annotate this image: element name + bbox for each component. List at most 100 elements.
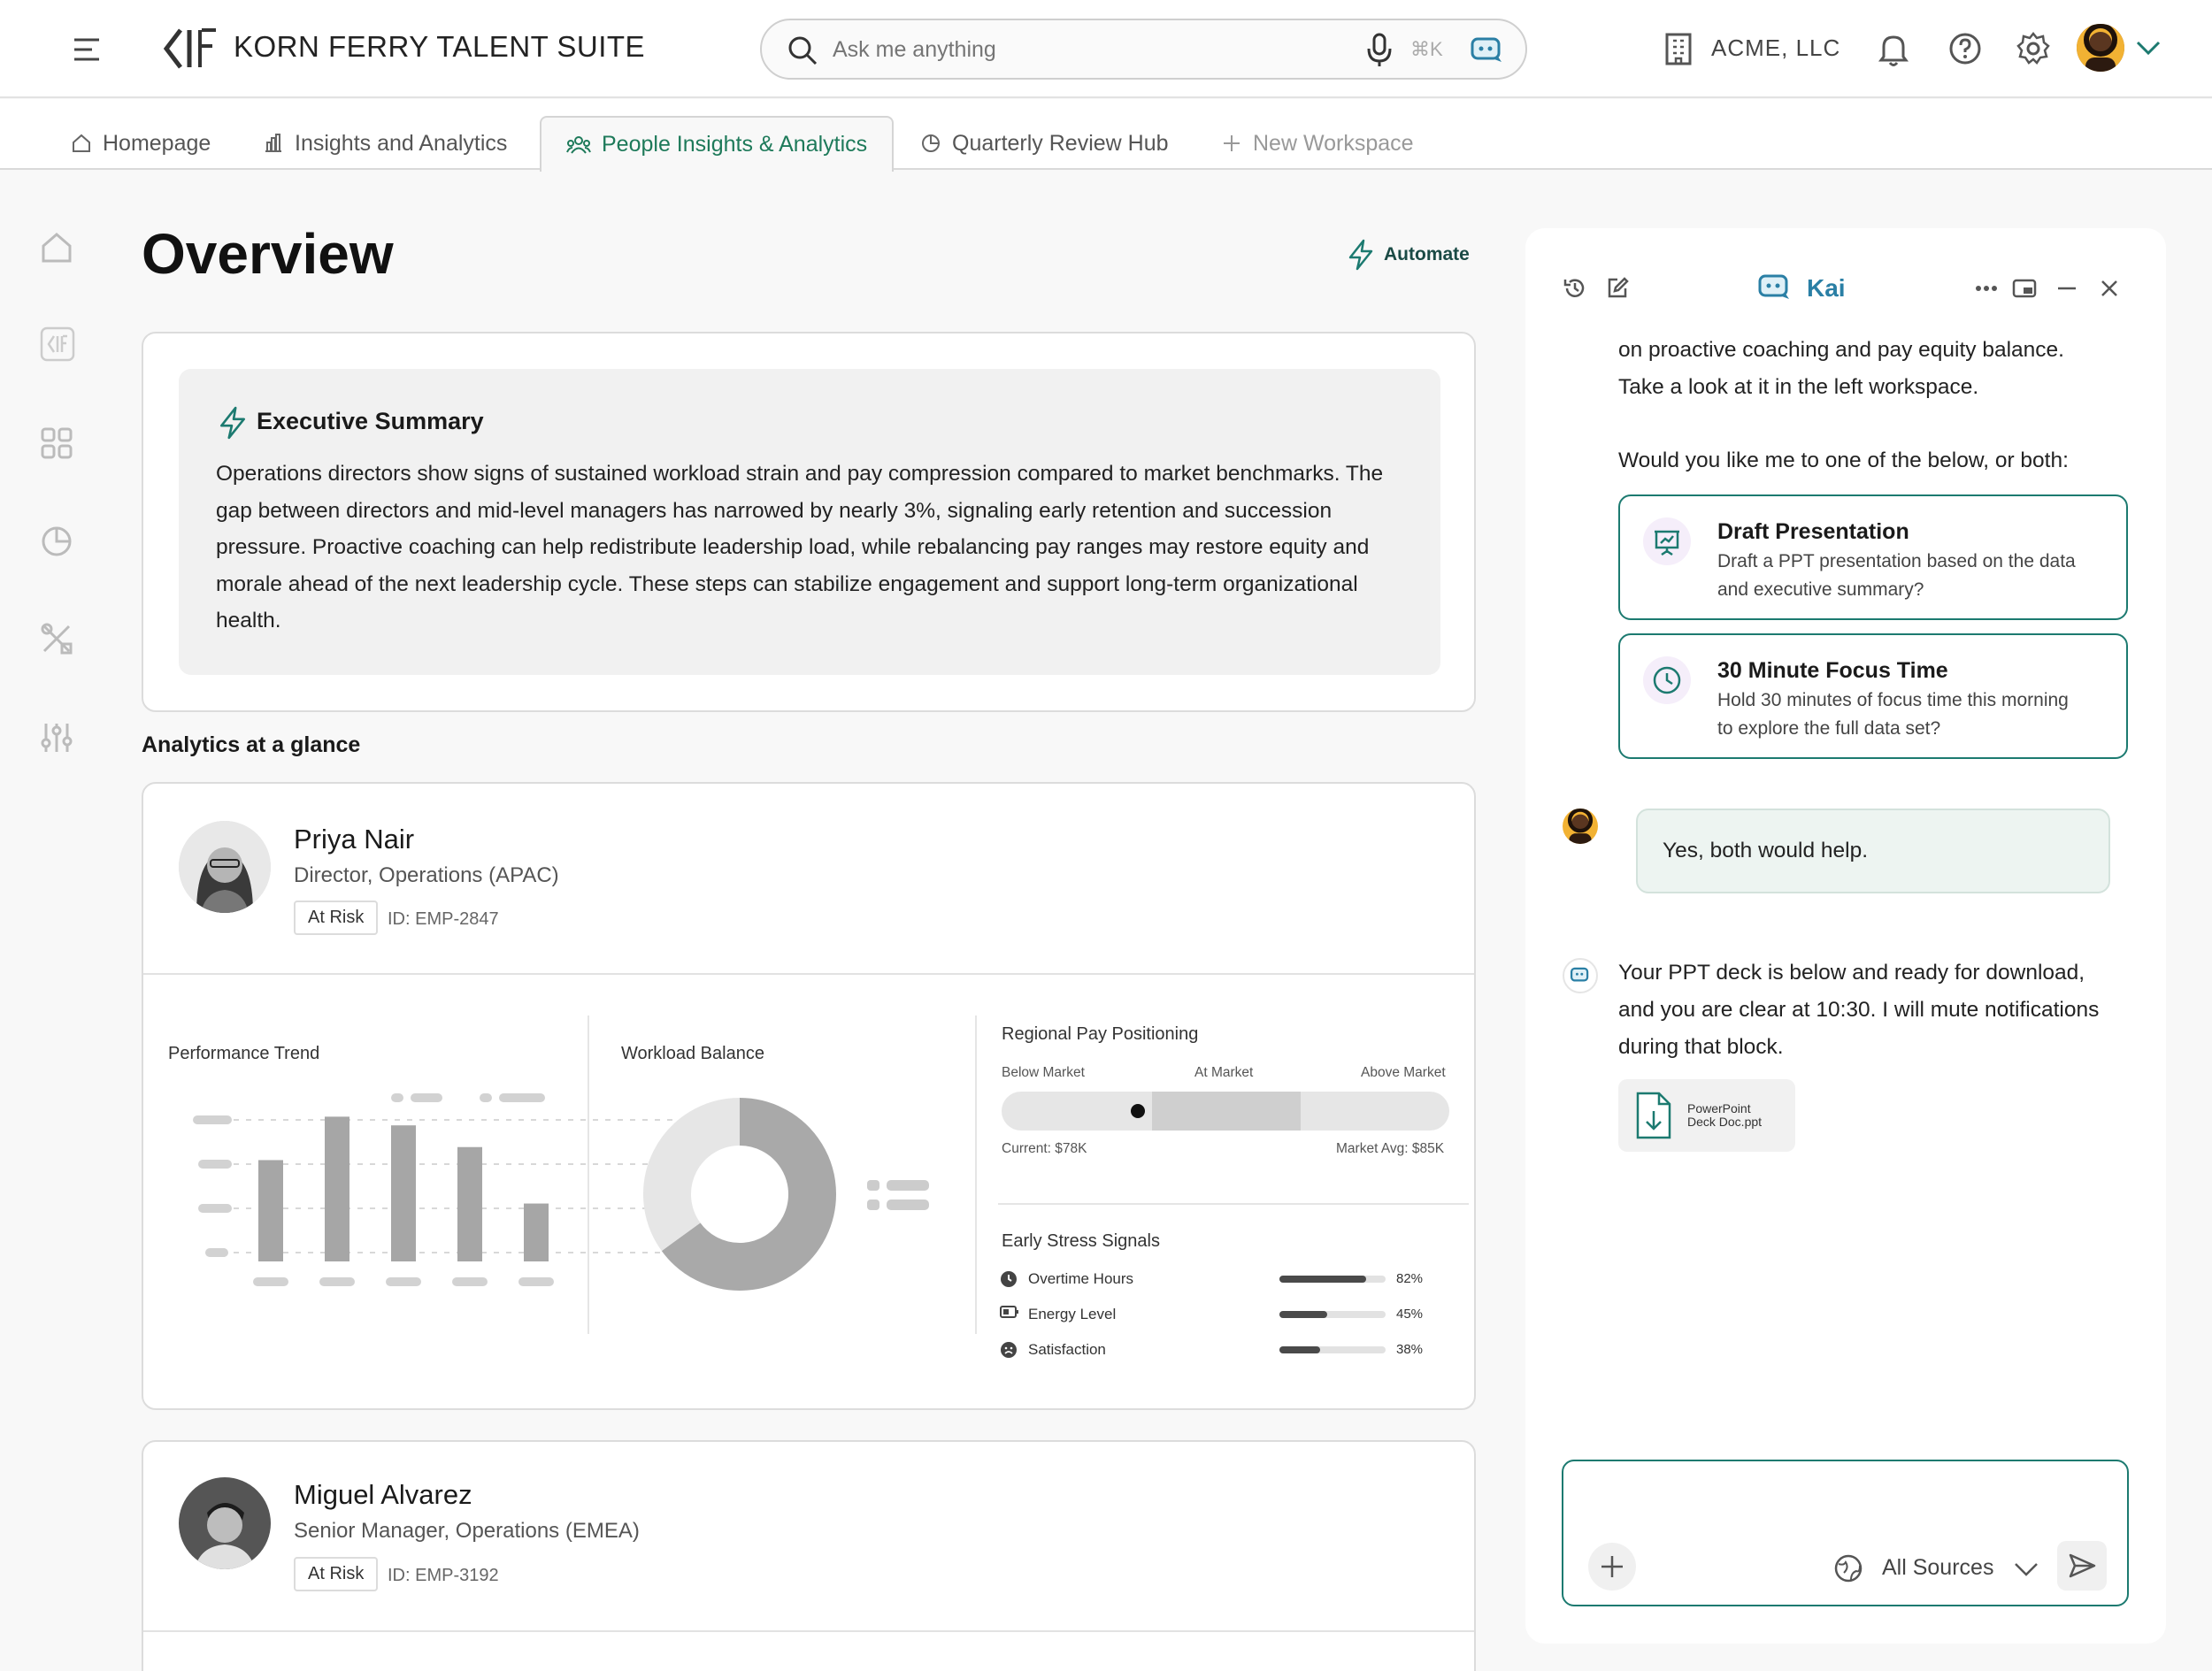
- settings-gear-icon[interactable]: [2016, 31, 2051, 66]
- home-icon: [73, 134, 90, 152]
- more-options-icon[interactable]: [1975, 285, 1998, 292]
- add-attachment-button[interactable]: [1588, 1543, 1636, 1591]
- clock-icon: [1643, 656, 1691, 704]
- app-title: KORN FERRY TALENT SUITE: [234, 30, 646, 63]
- stress-label: Energy Level: [1028, 1306, 1117, 1322]
- nav-home-icon[interactable]: [39, 230, 74, 265]
- building-icon: [1663, 32, 1694, 65]
- stress-bar-fill: [1279, 1276, 1366, 1283]
- x-tick-label: [319, 1277, 355, 1286]
- legend-placeholder: [867, 1178, 931, 1214]
- nav-logo-icon[interactable]: [39, 326, 76, 363]
- stress-bar-fill: [1279, 1346, 1320, 1353]
- divider: [588, 1016, 589, 1334]
- pay-market-avg: Market Avg: $85K: [1336, 1141, 1445, 1156]
- employee-id: ID: EMP-2847: [388, 909, 499, 929]
- tab-label: People Insights & Analytics: [602, 132, 868, 157]
- picture-in-picture-icon[interactable]: [2012, 278, 2037, 299]
- edit-icon[interactable]: [1605, 276, 1630, 301]
- stress-value: 45%: [1396, 1307, 1424, 1322]
- file-name-line: Deck Doc.ppt: [1687, 1115, 1763, 1129]
- divider: [998, 1203, 1469, 1205]
- help-icon[interactable]: [1948, 32, 1982, 65]
- stress-bar-fill: [1279, 1311, 1327, 1318]
- korn-ferry-logo-icon: [163, 27, 219, 71]
- focus-time-option[interactable]: 30 Minute Focus Time Hold 30 minutes of …: [1618, 633, 2128, 759]
- stress-title: Early Stress Signals: [1002, 1231, 1160, 1251]
- menu-icon[interactable]: [73, 37, 101, 62]
- legend-swatch: [480, 1093, 492, 1102]
- people-icon: [566, 135, 591, 154]
- employee-role: Senior Manager, Operations (EMEA): [294, 1519, 640, 1543]
- nav-grid-icon[interactable]: [39, 425, 74, 461]
- automate-button[interactable]: Automate: [1347, 239, 1470, 271]
- search-input[interactable]: [833, 33, 1293, 66]
- nav-pie-chart-icon[interactable]: [39, 524, 74, 559]
- status-badge: At Risk: [294, 1557, 379, 1591]
- sources-label[interactable]: All Sources: [1882, 1555, 1994, 1580]
- pay-label-above: Above Market: [1361, 1065, 1446, 1080]
- chevron-down-icon[interactable]: [2135, 39, 2162, 57]
- draft-presentation-option[interactable]: Draft Presentation Draft a PPT presentat…: [1618, 494, 2128, 620]
- stress-label: Overtime Hours: [1028, 1270, 1134, 1287]
- presentation-icon: [1643, 517, 1691, 565]
- nav-sliders-icon[interactable]: [39, 720, 74, 755]
- tab-new-workspace[interactable]: New Workspace: [1221, 116, 1414, 171]
- minimize-icon[interactable]: [2056, 287, 2078, 290]
- microphone-icon[interactable]: [1366, 33, 1393, 68]
- tab-quarterly-review-hub[interactable]: Quarterly Review Hub: [920, 116, 1169, 171]
- send-button[interactable]: [2057, 1541, 2107, 1591]
- file-download-icon: [1634, 1090, 1673, 1141]
- history-icon[interactable]: [1563, 276, 1587, 301]
- user-avatar[interactable]: [2077, 24, 2124, 72]
- notification-bell-icon[interactable]: [1878, 32, 1909, 67]
- kai-message-line: on proactive coaching and pay equity bal…: [1618, 338, 2064, 362]
- user-avatar: [1563, 809, 1598, 844]
- battery-icon: [1000, 1306, 1019, 1318]
- performance-bar-chart: [193, 1093, 692, 1286]
- tab-label: Homepage: [103, 130, 211, 156]
- x-tick-label: [253, 1277, 288, 1286]
- x-tick-label: [386, 1277, 421, 1286]
- kai-assistant-icon[interactable]: [1470, 35, 1505, 65]
- kai-avatar-icon: [1563, 958, 1598, 993]
- summary-panel: Executive Summary Operations directors s…: [179, 369, 1440, 675]
- option-desc: and executive summary?: [1717, 579, 1924, 600]
- tab-insights-and-analytics[interactable]: Insights and Analytics: [263, 116, 507, 171]
- x-tick-label: [452, 1277, 488, 1286]
- y-tick-label: [205, 1248, 228, 1257]
- send-icon: [2069, 1553, 2096, 1578]
- close-icon[interactable]: [2100, 279, 2119, 298]
- y-tick-label: [198, 1204, 232, 1213]
- kai-message-line: Your PPT deck is below and ready for dow…: [1618, 961, 2085, 985]
- divider: [143, 973, 1474, 975]
- option-title: 30 Minute Focus Time: [1717, 658, 1948, 683]
- sad-face-icon: [1000, 1341, 1018, 1359]
- chevron-down-icon[interactable]: [2013, 1560, 2039, 1578]
- pie-icon: [922, 134, 940, 152]
- user-message-text: Yes, both would help.: [1663, 839, 1869, 862]
- stress-signal-row: Overtime Hours 82%: [1000, 1267, 1425, 1293]
- performance-bar: [258, 1160, 283, 1261]
- tab-homepage[interactable]: Homepage: [71, 116, 211, 171]
- performance-title: Performance Trend: [168, 1044, 320, 1063]
- tab-label: New Workspace: [1253, 130, 1414, 156]
- kai-message-line: Take a look at it in the left workspace.: [1618, 375, 1979, 399]
- lightning-icon: [1348, 239, 1373, 271]
- y-tick-label: [198, 1160, 232, 1169]
- performance-bar: [325, 1116, 349, 1261]
- ppt-file-attachment[interactable]: PowerPoint Deck Doc.ppt: [1618, 1079, 1795, 1152]
- y-tick-label: [193, 1115, 232, 1124]
- nav-tools-icon[interactable]: [39, 621, 74, 656]
- search-bar[interactable]: ⌘K: [760, 19, 1527, 80]
- chat-input[interactable]: [1581, 1474, 2108, 1527]
- tab-people-insights[interactable]: People Insights & Analytics: [540, 116, 894, 172]
- kai-title: Kai: [1807, 274, 1846, 302]
- summary-body: Operations directors show signs of susta…: [216, 462, 1384, 632]
- tab-label: Insights and Analytics: [295, 130, 508, 156]
- kai-logo-icon: [1757, 272, 1793, 303]
- kai-message-line: and you are clear at 10:30. I will mute …: [1618, 998, 2100, 1022]
- org-name[interactable]: ACME, LLC: [1711, 34, 1841, 61]
- stress-bar-track: [1279, 1311, 1386, 1318]
- chat-input-box[interactable]: All Sources: [1562, 1460, 2129, 1606]
